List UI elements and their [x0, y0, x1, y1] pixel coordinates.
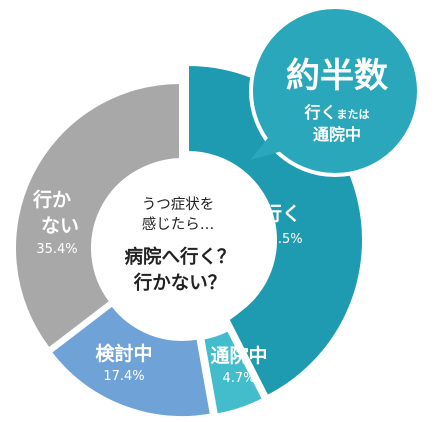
slice-ikanai	[14, 81, 181, 350]
slice-value-iku: 42.5%	[261, 232, 302, 247]
slice-label-ikanai-line1: 行か	[32, 188, 71, 211]
slice-value-tsuinchu: 4.7%	[222, 371, 255, 386]
callout-circle	[249, 5, 421, 177]
slice-label-ikanai-line2: ない	[41, 215, 79, 237]
slice-value-ikanai: 35.4%	[36, 242, 77, 257]
center-question-line3: 病院へ行く？	[124, 246, 235, 268]
slice-label-tsuinchu: 通院中	[210, 344, 267, 367]
callout-tail	[250, 138, 286, 160]
callout-sub-line1: 行くまたは	[303, 103, 369, 122]
slice-label-iku: 行く	[262, 202, 301, 225]
slice-tsuinchu	[202, 329, 265, 416]
slice-kentochu	[49, 304, 213, 418]
callout-sub-part1: 行く	[303, 103, 336, 122]
callout-sub-line2: 通院中	[313, 125, 361, 144]
slice-value-kentochu: 17.4%	[103, 369, 144, 384]
center-question-line4: 行かない？	[133, 272, 227, 294]
center-question-line2: 感じたら…	[142, 216, 215, 233]
callout-sub-part2: または	[337, 108, 370, 121]
center-question-line1: うつ症状を	[142, 196, 215, 213]
callout-bubble: 約半数 行くまたは 通院中	[249, 5, 421, 177]
center-hole	[94, 158, 270, 334]
callout-headline: 約半数	[286, 56, 388, 96]
slice-label-kentochu: 検討中	[95, 342, 152, 365]
